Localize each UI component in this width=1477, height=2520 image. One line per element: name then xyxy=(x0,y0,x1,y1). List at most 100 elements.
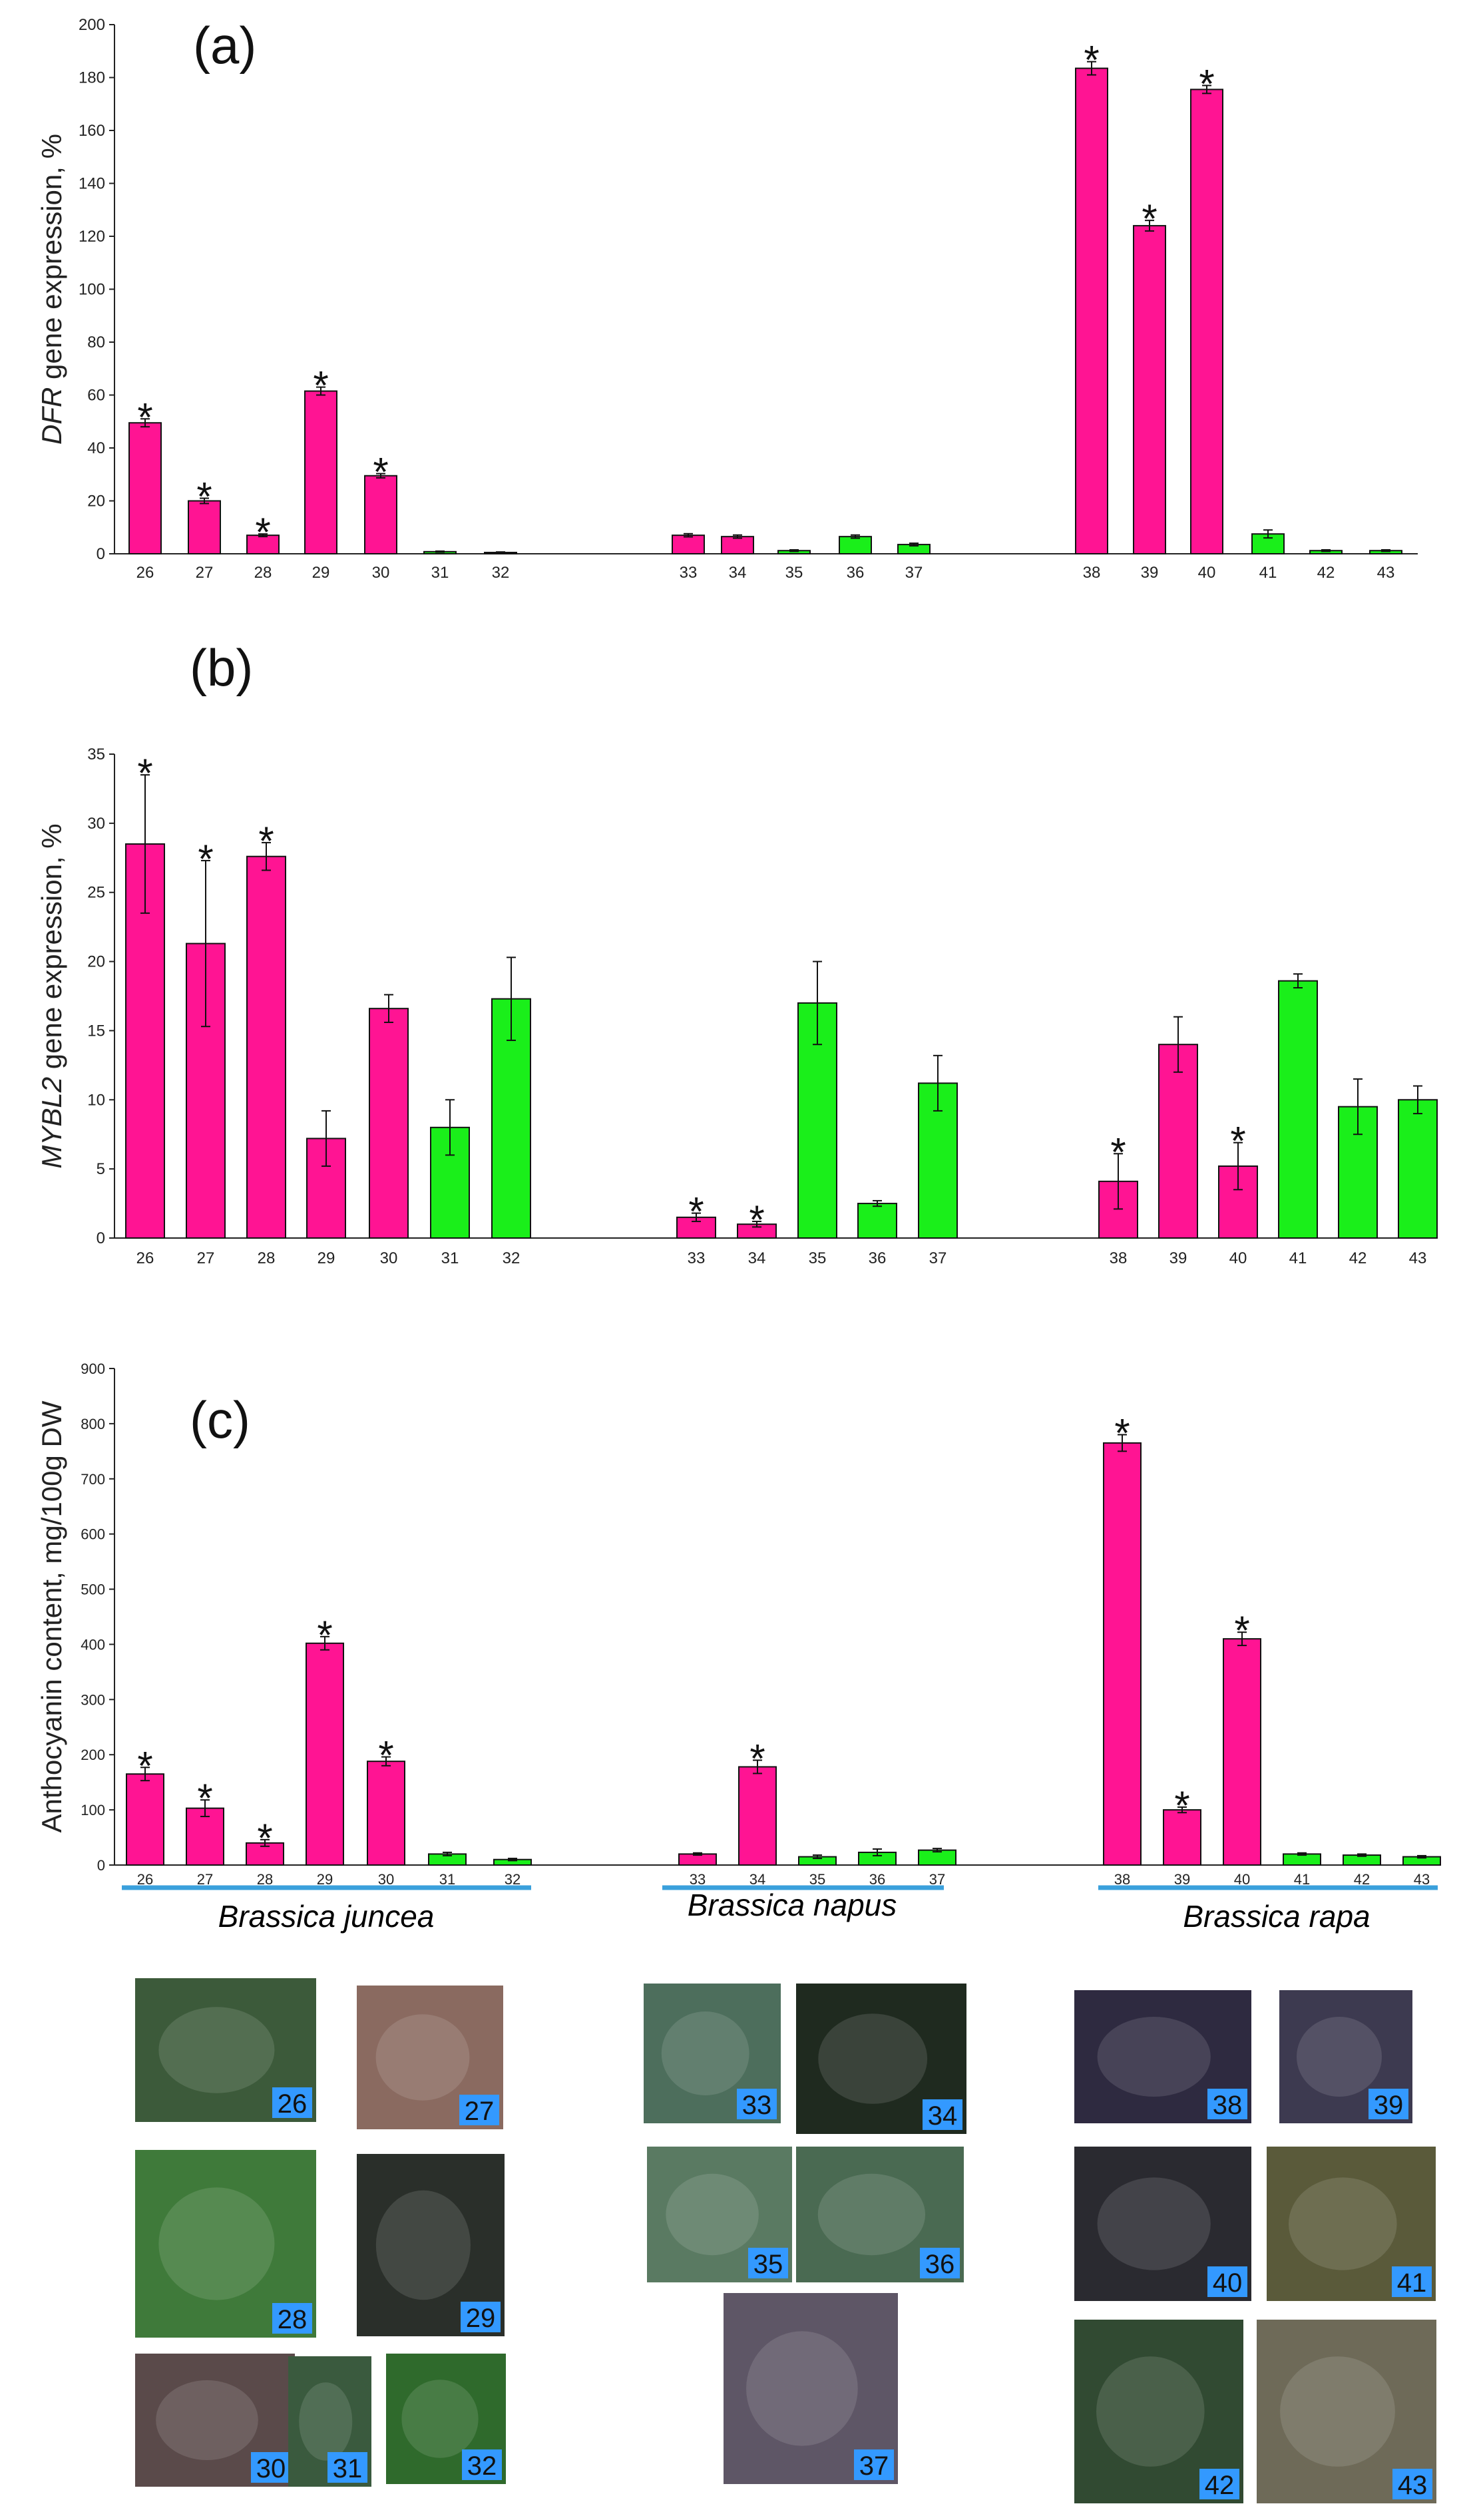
x-tick-label: 33 xyxy=(688,1249,706,1267)
species-label-rapa: Brassica rapa xyxy=(1183,1899,1370,1934)
plant-photo-43: 43 xyxy=(1257,2320,1436,2503)
chart-2: 0 100 200 300 400 500 600 700 800 900 Anthocyanin … xyxy=(36,1361,1441,1888)
x-tick-label: 28 xyxy=(254,564,272,582)
leaf-shape xyxy=(1097,2017,1211,2097)
bar-29 xyxy=(304,390,337,554)
significance-asterisk: * xyxy=(258,819,274,863)
y-tick-label: 200 xyxy=(81,1747,105,1763)
x-tick-label: 28 xyxy=(258,1249,276,1267)
significance-asterisk: * xyxy=(688,1189,704,1234)
plant-photo-36: 36 xyxy=(796,2147,964,2282)
photo-label: 35 xyxy=(753,2250,783,2279)
plant-photo-40: 40 xyxy=(1074,2147,1251,2301)
x-tick-label: 34 xyxy=(749,1871,765,1888)
x-tick-label: 35 xyxy=(785,564,803,582)
x-tick-label: 37 xyxy=(929,1871,945,1888)
x-tick-label: 39 xyxy=(1141,564,1159,582)
plant-photo-26: 26 xyxy=(135,1978,316,2122)
leaf-shape xyxy=(299,2382,353,2461)
x-tick-label: 40 xyxy=(1198,564,1216,582)
y-tick-label: 100 xyxy=(79,281,105,299)
photo-label-bg xyxy=(920,2248,960,2278)
y-tick-label: 900 xyxy=(81,1361,105,1377)
leaf-shape xyxy=(375,2014,470,2101)
x-tick-label: 42 xyxy=(1354,1871,1370,1888)
x-tick-label: 26 xyxy=(136,564,154,582)
significance-asterisk: * xyxy=(1234,1608,1249,1653)
x-tick-label: 37 xyxy=(929,1249,947,1267)
y-axis-title-gene: MYBL2 xyxy=(36,1077,67,1169)
x-tick-label: 43 xyxy=(1414,1871,1430,1888)
photo-label: 42 xyxy=(1205,2471,1235,2500)
photo-label-bg xyxy=(1369,2089,1408,2119)
y-axis-title: DFR gene expression, % xyxy=(36,134,67,445)
photo-label-bg xyxy=(1199,2469,1239,2499)
y-tick-label: 5 xyxy=(97,1160,105,1178)
significance-asterisk: * xyxy=(1114,1410,1130,1455)
y-tick-label: 140 xyxy=(79,175,105,193)
y-axis-title-gene: DFR xyxy=(36,387,67,445)
plant-photo-28: 28 xyxy=(135,2150,316,2338)
chart-1: 0 5 10 15 20 25 30 35 MYBL2 gene expression, % (b… xyxy=(36,638,1438,1267)
x-tick-label: 41 xyxy=(1289,1249,1307,1267)
leaf-shape xyxy=(666,2173,759,2256)
x-tick-label: 26 xyxy=(137,1871,153,1888)
y-tick-label: 20 xyxy=(87,953,105,971)
bar-34 xyxy=(721,536,754,554)
x-tick-label: 42 xyxy=(1317,564,1335,582)
photo-label: 31 xyxy=(333,2454,363,2483)
plant-photo-29: 29 xyxy=(357,2154,505,2336)
plant-photo-30: 30 xyxy=(135,2354,295,2487)
x-tick-label: 31 xyxy=(431,564,449,582)
x-tick-label: 34 xyxy=(729,564,747,582)
x-tick-label: 38 xyxy=(1114,1871,1130,1888)
photo-label: 28 xyxy=(278,2305,308,2334)
x-tick-label: 34 xyxy=(748,1249,766,1267)
plant-photo-31: 31 xyxy=(288,2356,371,2487)
y-tick-label: 400 xyxy=(81,1636,105,1653)
significance-asterisk: * xyxy=(196,475,212,519)
x-tick-label: 27 xyxy=(196,564,214,582)
leaf-shape xyxy=(375,2190,471,2300)
plant-photo-41: 41 xyxy=(1267,2147,1436,2301)
significance-asterisk: * xyxy=(1174,1783,1189,1828)
bar-33 xyxy=(672,534,705,554)
photo-label: 26 xyxy=(278,2089,308,2119)
plant-photo-37: 37 xyxy=(724,2293,898,2484)
significance-asterisk: * xyxy=(378,1733,393,1778)
significance-asterisk: * xyxy=(313,363,328,408)
x-tick-label: 35 xyxy=(809,1871,825,1888)
y-axis-title-text: Anthocyanin content, mg/100g DW xyxy=(36,1400,67,1832)
photo-label: 43 xyxy=(1398,2471,1428,2500)
bar-38 xyxy=(1075,67,1108,554)
bar-39 xyxy=(1133,225,1166,554)
y-tick-label: 15 xyxy=(87,1022,105,1040)
bar-40 xyxy=(1223,1638,1261,1866)
bar-30 xyxy=(369,1008,409,1239)
x-tick-label: 39 xyxy=(1169,1249,1187,1267)
x-tick-label: 36 xyxy=(869,1249,887,1267)
x-tick-label: 35 xyxy=(809,1249,827,1267)
leaf-shape xyxy=(156,2380,258,2460)
plant-photo-33: 33 xyxy=(644,1984,781,2123)
y-tick-label: 10 xyxy=(87,1091,105,1109)
y-tick-label: 160 xyxy=(79,122,105,140)
panel-label: (c) xyxy=(190,1390,250,1449)
x-tick-label: 37 xyxy=(905,564,923,582)
photo-label-bg xyxy=(1207,2266,1247,2297)
bar-41 xyxy=(1278,980,1318,1239)
x-tick-label: 42 xyxy=(1349,1249,1367,1267)
x-tick-label: 30 xyxy=(378,1871,394,1888)
photo-label: 37 xyxy=(859,2451,889,2481)
y-axis-title: Anthocyanin content, mg/100g DW xyxy=(36,1400,67,1832)
y-tick-label: 700 xyxy=(81,1471,105,1488)
x-tick-label: 29 xyxy=(317,1871,333,1888)
x-tick-label: 43 xyxy=(1409,1249,1427,1267)
bar-41 xyxy=(1251,533,1285,554)
y-tick-label: 200 xyxy=(79,16,105,34)
photo-label: 29 xyxy=(466,2304,496,2333)
x-tick-label: 30 xyxy=(372,564,390,582)
y-tick-label: 180 xyxy=(79,69,105,87)
y-tick-label: 0 xyxy=(97,1229,105,1247)
